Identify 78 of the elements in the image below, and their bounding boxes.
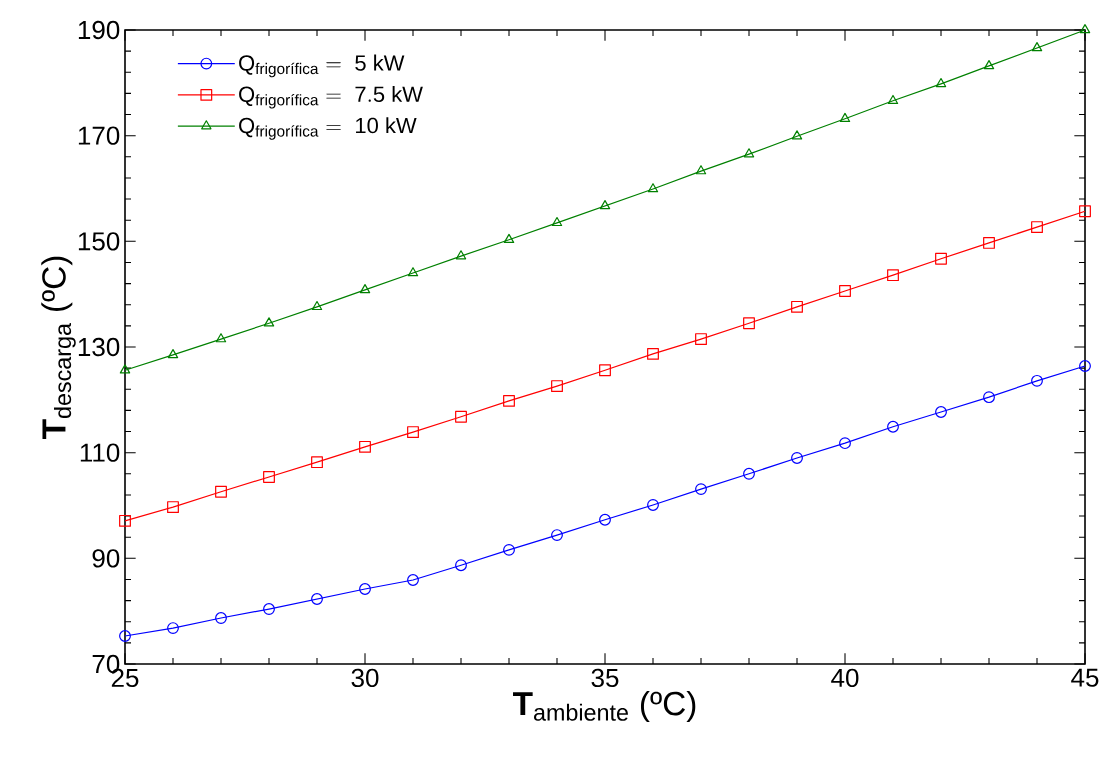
point <box>1031 374 1043 387</box>
point <box>407 574 419 586</box>
point <box>263 603 275 615</box>
point <box>167 348 179 359</box>
point <box>599 200 611 210</box>
point <box>311 593 323 605</box>
y-axis-title: T$_{descarga}$ (ºC) <box>41 256 76 439</box>
point <box>743 467 755 480</box>
point <box>551 216 563 227</box>
point <box>791 130 803 140</box>
x-axis-title: T$_{ambiente}$ (ºC) <box>513 690 696 722</box>
y-tick-label: 110 <box>80 443 120 462</box>
point <box>359 284 371 294</box>
point <box>119 364 131 374</box>
point <box>551 380 563 393</box>
x-tick-label: 35 <box>591 668 619 688</box>
point <box>503 394 515 407</box>
point <box>983 391 995 404</box>
point <box>263 471 275 483</box>
point <box>983 59 995 70</box>
point <box>1031 221 1043 233</box>
point <box>215 333 227 343</box>
point <box>455 410 467 423</box>
point <box>935 406 947 418</box>
point <box>503 543 515 556</box>
point <box>407 426 419 438</box>
point <box>599 364 611 377</box>
y-tick-label: 190 <box>78 20 120 40</box>
point <box>1079 24 1091 34</box>
point <box>887 269 899 282</box>
y-tick-label: 170 <box>78 126 120 145</box>
point <box>839 437 851 450</box>
point <box>887 94 899 105</box>
point <box>407 267 419 277</box>
y-tick-label: 130 <box>78 337 120 357</box>
point <box>743 317 755 330</box>
point <box>215 612 227 624</box>
y-tick-label: 150 <box>78 232 120 251</box>
point <box>791 300 803 313</box>
point <box>311 456 323 469</box>
x-tick-label: 30 <box>351 668 379 688</box>
point <box>1031 42 1043 52</box>
point <box>455 250 467 260</box>
legend-label: $\mathrm{Q}_{\mathrm{frigorífica}}\mathrm{\ =\ 7.5\ kW}$ <box>239 85 423 109</box>
y-tick-label: 90 <box>92 549 120 568</box>
point <box>167 622 179 635</box>
legend-label: $\mathrm{Q}_{\mathrm{frigorífica}}\mathrm{\ =\ 10\ kW}$ <box>239 117 417 140</box>
point <box>455 559 467 572</box>
point <box>119 630 131 642</box>
point <box>935 252 947 265</box>
x-tick-label: 45 <box>1071 668 1099 687</box>
point <box>695 333 707 346</box>
point <box>599 513 611 526</box>
legend-label: $\mathrm{Q}_{\mathrm{frigorífica}}\mathrm{\ =\ 5\ kW}$ <box>239 54 405 78</box>
point <box>263 317 275 327</box>
point <box>1079 360 1091 372</box>
point <box>743 148 755 158</box>
point <box>359 440 371 453</box>
x-tick-label: 40 <box>831 668 859 688</box>
point <box>167 501 179 514</box>
point <box>839 112 851 123</box>
point <box>119 514 131 527</box>
point <box>935 77 947 88</box>
point <box>311 300 323 311</box>
point <box>647 183 659 193</box>
point <box>359 583 371 595</box>
point <box>503 233 515 244</box>
point <box>215 485 227 498</box>
point <box>695 165 707 175</box>
point <box>1079 205 1091 218</box>
point <box>791 452 803 464</box>
point <box>695 483 707 496</box>
point <box>983 236 995 249</box>
point <box>647 347 659 360</box>
point <box>887 420 899 433</box>
point <box>551 529 563 542</box>
point <box>647 499 659 511</box>
point <box>839 285 851 297</box>
